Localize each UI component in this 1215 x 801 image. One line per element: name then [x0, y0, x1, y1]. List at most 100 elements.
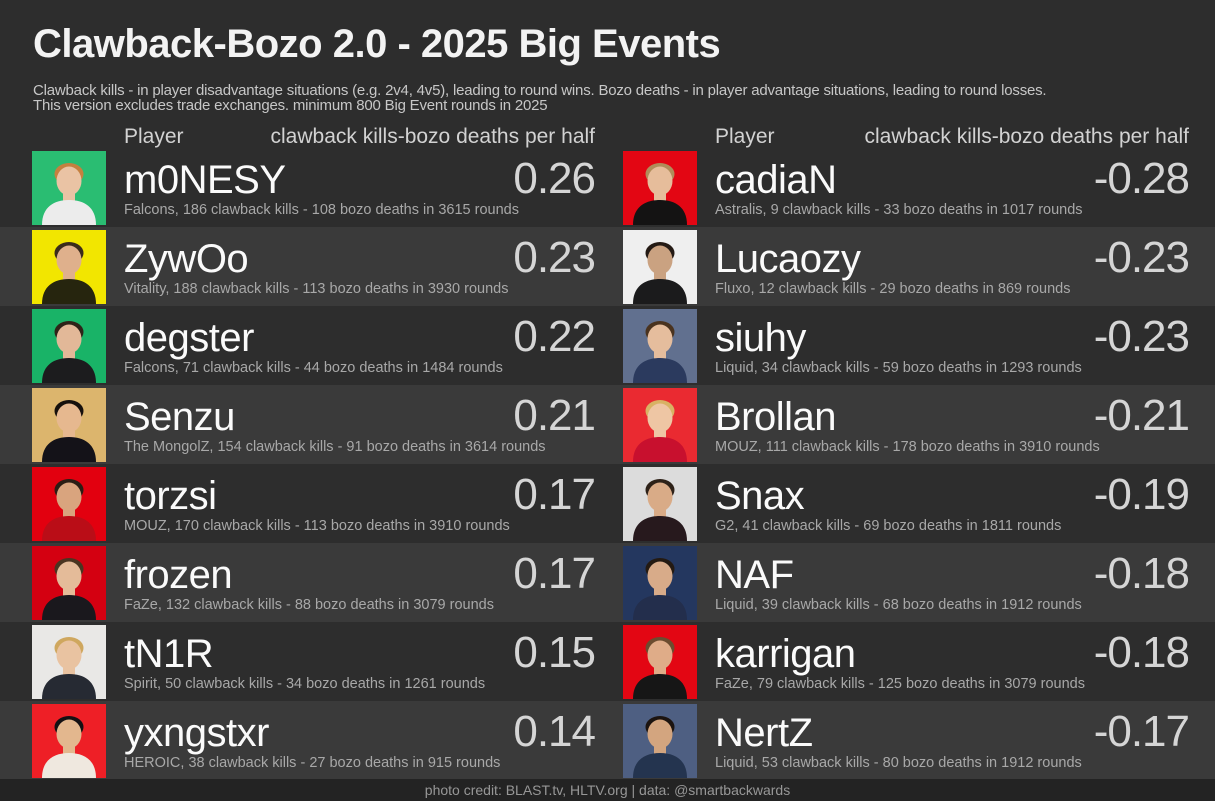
player-name: tN1R	[124, 632, 214, 676]
player-detail: Liquid, 34 clawback kills - 59 bozo deat…	[715, 360, 1082, 376]
player-photo	[32, 624, 106, 699]
metric-column-label: clawback kills-bozo deaths per half	[864, 125, 1190, 148]
person-silhouette-icon	[42, 320, 96, 383]
player-photo	[32, 229, 106, 304]
player-stat-value: 0.17	[513, 470, 596, 519]
player-detail: FaZe, 79 clawback kills - 125 bozo death…	[715, 676, 1085, 692]
player-stat-value: 0.17	[513, 549, 596, 598]
player-photo	[32, 150, 106, 225]
player-name: ZywOo	[124, 237, 249, 281]
player-row: yxngstxr 0.14 HEROIC, 38 clawback kills …	[0, 701, 607, 780]
player-photo	[32, 703, 106, 778]
player-stat-value: -0.23	[1093, 312, 1190, 361]
footer-bar: photo credit: BLAST.tv, HLTV.org | data:…	[0, 779, 1215, 801]
player-name: torzsi	[124, 474, 217, 518]
player-photo	[623, 624, 697, 699]
leaderboard-column-negative: Player clawback kills-bozo deaths per ha…	[607, 126, 1215, 780]
player-photo	[32, 387, 106, 462]
player-row: NertZ -0.17 Liquid, 53 clawback kills - …	[607, 701, 1215, 780]
person-silhouette-icon	[42, 636, 96, 699]
player-info: torzsi 0.17 MOUZ, 170 clawback kills - 1…	[124, 470, 596, 535]
player-row: NAF -0.18 Liquid, 39 clawback kills - 68…	[607, 543, 1215, 622]
person-silhouette-icon	[633, 478, 687, 541]
player-row: siuhy -0.23 Liquid, 34 clawback kills - …	[607, 306, 1215, 385]
subtitle-line-2: This version excludes trade exchanges. m…	[33, 96, 548, 114]
player-info: degster 0.22 Falcons, 71 clawback kills …	[124, 312, 596, 377]
player-name: NAF	[715, 553, 794, 597]
player-row: Lucaozy -0.23 Fluxo, 12 clawback kills -…	[607, 227, 1215, 306]
player-column-label: Player	[715, 125, 775, 148]
player-row: frozen 0.17 FaZe, 132 clawback kills - 8…	[0, 543, 607, 622]
player-detail: Liquid, 39 clawback kills - 68 bozo deat…	[715, 597, 1082, 613]
player-photo	[623, 703, 697, 778]
player-row: karrigan -0.18 FaZe, 79 clawback kills -…	[607, 622, 1215, 701]
player-photo	[623, 387, 697, 462]
player-row: cadiaN -0.28 Astralis, 9 clawback kills …	[607, 148, 1215, 227]
player-name: cadiaN	[715, 158, 837, 202]
player-info: tN1R 0.15 Spirit, 50 clawback kills - 34…	[124, 628, 596, 693]
metric-column-label: clawback kills-bozo deaths per half	[270, 125, 596, 148]
player-photo	[32, 545, 106, 620]
person-silhouette-icon	[633, 715, 687, 778]
player-photo	[32, 466, 106, 541]
player-detail: FaZe, 132 clawback kills - 88 bozo death…	[124, 597, 494, 613]
person-silhouette-icon	[42, 478, 96, 541]
player-detail: Fluxo, 12 clawback kills - 29 bozo death…	[715, 281, 1071, 297]
player-info: yxngstxr 0.14 HEROIC, 38 clawback kills …	[124, 707, 596, 772]
player-detail: Vitality, 188 clawback kills - 113 bozo …	[124, 281, 509, 297]
player-detail: Falcons, 186 clawback kills - 108 bozo d…	[124, 202, 519, 218]
player-detail: Spirit, 50 clawback kills - 34 bozo deat…	[124, 676, 486, 692]
player-stat-value: -0.23	[1093, 233, 1190, 282]
player-row: tN1R 0.15 Spirit, 50 clawback kills - 34…	[0, 622, 607, 701]
player-stat-value: 0.26	[513, 154, 596, 203]
player-name: NertZ	[715, 711, 813, 755]
person-silhouette-icon	[633, 399, 687, 462]
player-photo	[623, 545, 697, 620]
person-silhouette-icon	[42, 399, 96, 462]
player-row: Senzu 0.21 The MongolZ, 154 clawback kil…	[0, 385, 607, 464]
player-row: Snax -0.19 G2, 41 clawback kills - 69 bo…	[607, 464, 1215, 543]
player-stat-value: -0.18	[1093, 628, 1190, 677]
player-row: Brollan -0.21 MOUZ, 111 clawback kills -…	[607, 385, 1215, 464]
person-silhouette-icon	[42, 715, 96, 778]
column-header: Player clawback kills-bozo deaths per ha…	[607, 126, 1215, 147]
player-info: Lucaozy -0.23 Fluxo, 12 clawback kills -…	[715, 233, 1190, 298]
column-header: Player clawback kills-bozo deaths per ha…	[0, 126, 607, 147]
subtitle-line-1: Clawback kills - in player disadvantage …	[33, 82, 1047, 99]
player-name: m0NESY	[124, 158, 286, 202]
person-silhouette-icon	[42, 241, 96, 304]
player-detail: The MongolZ, 154 clawback kills - 91 boz…	[124, 439, 546, 455]
player-info: Senzu 0.21 The MongolZ, 154 clawback kil…	[124, 394, 596, 456]
player-detail: Liquid, 53 clawback kills - 80 bozo deat…	[715, 755, 1082, 771]
player-stat-value: -0.21	[1093, 391, 1190, 440]
footer-credit: photo credit: BLAST.tv, HLTV.org | data:…	[424, 782, 791, 798]
player-stat-value: 0.14	[513, 707, 596, 756]
player-row: ZywOo 0.23 Vitality, 188 clawback kills …	[0, 227, 607, 306]
player-info: Snax -0.19 G2, 41 clawback kills - 69 bo…	[715, 473, 1190, 535]
player-name: degster	[124, 316, 254, 360]
player-info: Brollan -0.21 MOUZ, 111 clawback kills -…	[715, 391, 1190, 456]
player-name: Brollan	[715, 395, 837, 439]
player-row: m0NESY 0.26 Falcons, 186 clawback kills …	[0, 148, 607, 227]
player-photo	[623, 308, 697, 383]
player-info: ZywOo 0.23 Vitality, 188 clawback kills …	[124, 236, 596, 298]
page-title: Clawback-Bozo 2.0 - 2025 Big Events	[33, 22, 721, 66]
player-detail: MOUZ, 170 clawback kills - 113 bozo deat…	[124, 518, 510, 534]
player-photo	[623, 150, 697, 225]
player-name: siuhy	[715, 316, 806, 360]
player-name: Senzu	[124, 395, 235, 439]
person-silhouette-icon	[633, 162, 687, 225]
player-stat-value: -0.18	[1093, 549, 1190, 598]
player-name: Lucaozy	[715, 237, 861, 281]
player-stat-value: -0.17	[1093, 707, 1190, 756]
player-info: NAF -0.18 Liquid, 39 clawback kills - 68…	[715, 549, 1190, 614]
player-photo	[623, 466, 697, 541]
person-silhouette-icon	[42, 557, 96, 620]
player-row: degster 0.22 Falcons, 71 clawback kills …	[0, 306, 607, 385]
page-subtitle: Clawback kills - in player disadvantage …	[33, 82, 1047, 114]
leaderboard-column-positive: Player clawback kills-bozo deaths per ha…	[0, 126, 607, 780]
player-stat-value: 0.22	[513, 312, 596, 361]
player-name: frozen	[124, 553, 233, 597]
player-stat-value: 0.15	[513, 628, 596, 677]
